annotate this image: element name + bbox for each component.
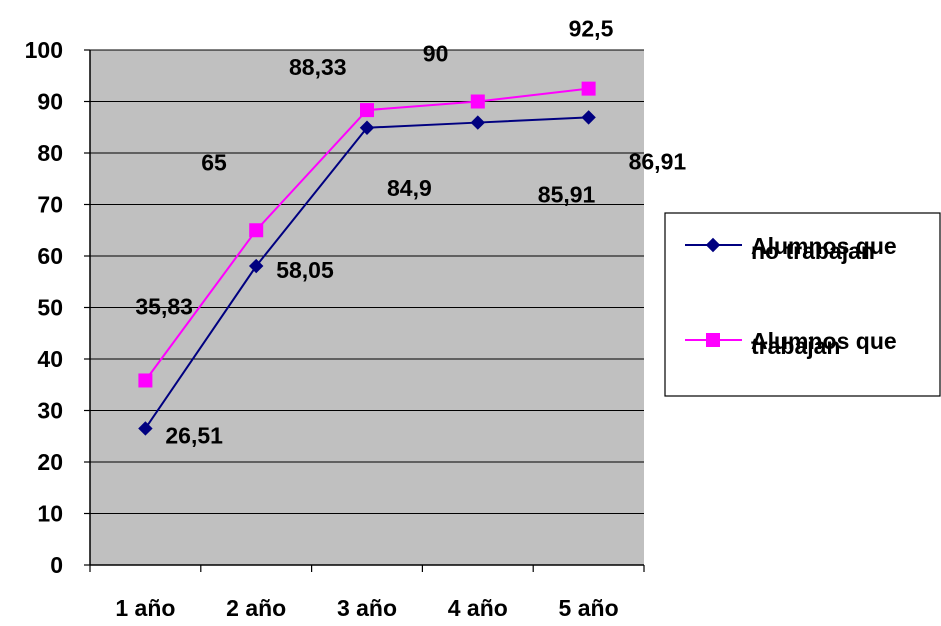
y-axis-ticks: 0 10 20 30 40 50 60 70 80 90 100	[25, 37, 90, 578]
y-tick-label: 100	[25, 37, 63, 63]
data-label: 85,91	[538, 182, 596, 208]
legend-label: no trabajan	[751, 238, 875, 264]
data-label: 65	[201, 149, 227, 175]
series-2	[138, 81, 596, 388]
data-point	[359, 120, 375, 135]
x-tick-label: 4 año	[448, 595, 508, 621]
y-tick-label: 0	[50, 552, 63, 578]
y-tick-label: 30	[37, 398, 63, 424]
y-tick-label: 80	[37, 140, 63, 166]
data-point	[138, 421, 153, 436]
data-label: 26,51	[165, 422, 223, 448]
data-point	[360, 103, 374, 118]
y-tick-label: 90	[37, 89, 63, 115]
data-label: 92,5	[569, 16, 614, 42]
x-tick-label: 1 año	[115, 595, 175, 621]
x-tick-label: 2 año	[226, 595, 286, 621]
legend-label: trabajan	[751, 333, 840, 359]
y-tick-label: 60	[37, 243, 63, 269]
data-label: 84,9	[387, 175, 432, 201]
y-tick-label: 70	[37, 192, 63, 218]
gridlines	[90, 49, 644, 514]
data-point	[138, 373, 153, 388]
legend-marker	[706, 333, 720, 347]
y-tick-label: 10	[37, 501, 63, 527]
legend-marker	[705, 237, 721, 253]
y-tick-label: 50	[37, 295, 63, 321]
data-label: 90	[423, 41, 449, 67]
data-label: 86,91	[629, 148, 687, 174]
x-tick-label: 3 año	[337, 595, 397, 621]
legend-label: Alumnos que	[751, 233, 897, 259]
data-point	[248, 258, 264, 274]
data-label: 58,05	[276, 257, 334, 283]
series-layer	[138, 81, 596, 436]
data-point	[249, 223, 264, 238]
y-tick-label: 40	[37, 346, 63, 372]
data-point	[470, 94, 485, 109]
legend-label: Alumnos que	[751, 328, 897, 354]
data-label: 88,33	[289, 54, 347, 80]
data-point	[470, 115, 486, 130]
data-point	[581, 81, 596, 96]
x-axis-ticks: 1 año 2 año 3 año 4 año 5 año	[89, 565, 645, 621]
data-labels: 26,51 58,05 84,9 85,91 86,91 35,83 65 88,33 90 92…	[135, 16, 686, 449]
y-tick-label: 20	[37, 449, 63, 475]
x-tick-label: 5 año	[559, 595, 619, 621]
data-label: 35,83	[135, 293, 193, 319]
data-point	[581, 110, 596, 125]
series-1	[138, 110, 596, 436]
